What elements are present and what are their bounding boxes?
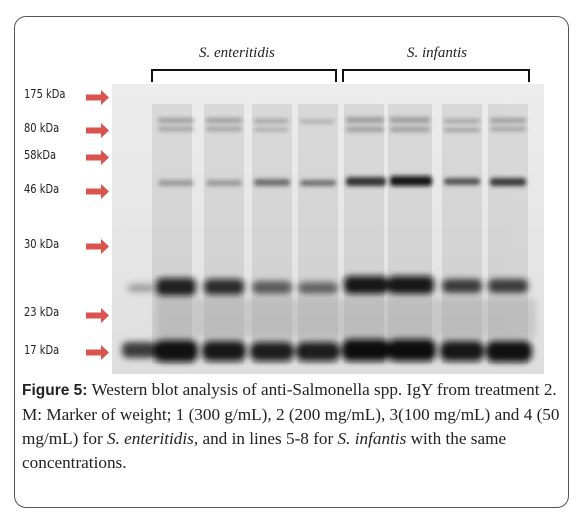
group-label-infantis: S. infantis	[407, 45, 468, 61]
group-brackets	[151, 69, 530, 82]
marker-label-17: 17 kDa	[24, 342, 60, 357]
arrow-17-icon	[86, 345, 109, 360]
caption-species-infantis: S. infantis	[337, 429, 407, 448]
figure-number: Figure 5:	[22, 382, 88, 399]
marker-label-23: 23 kDa	[24, 304, 60, 319]
caption-text-part3: with the same concentrations.	[22, 429, 507, 472]
western-blot-image	[112, 84, 544, 374]
arrow-175-icon	[86, 90, 109, 105]
marker-label-46: 46 kDa	[24, 181, 60, 196]
marker-label-58: 58kDa	[24, 147, 57, 162]
marker-arrows	[86, 90, 109, 360]
figure-caption: Figure 5: Western blot analysis of anti-…	[22, 378, 562, 475]
marker-label-80: 80 kDa	[24, 120, 60, 135]
bracket-infantis	[342, 69, 530, 82]
arrow-58-icon	[86, 150, 109, 165]
arrow-30-icon	[86, 239, 109, 254]
caption-text-part1: Western blot analysis of anti-Salmonella…	[22, 380, 560, 448]
marker-label-175: 175 kDa	[24, 86, 66, 101]
caption-text-part2: , and in lines 5-8 for	[193, 429, 338, 448]
group-label-enteritidis: S. enteritidis	[199, 45, 275, 61]
caption-species-enteritidis: S. enteritidis	[106, 429, 194, 448]
bracket-enteritidis	[151, 69, 337, 82]
arrow-23-icon	[86, 308, 109, 323]
marker-label-30: 30 kDa	[24, 236, 60, 251]
arrow-80-icon	[86, 123, 109, 138]
arrow-46-icon	[86, 184, 109, 199]
